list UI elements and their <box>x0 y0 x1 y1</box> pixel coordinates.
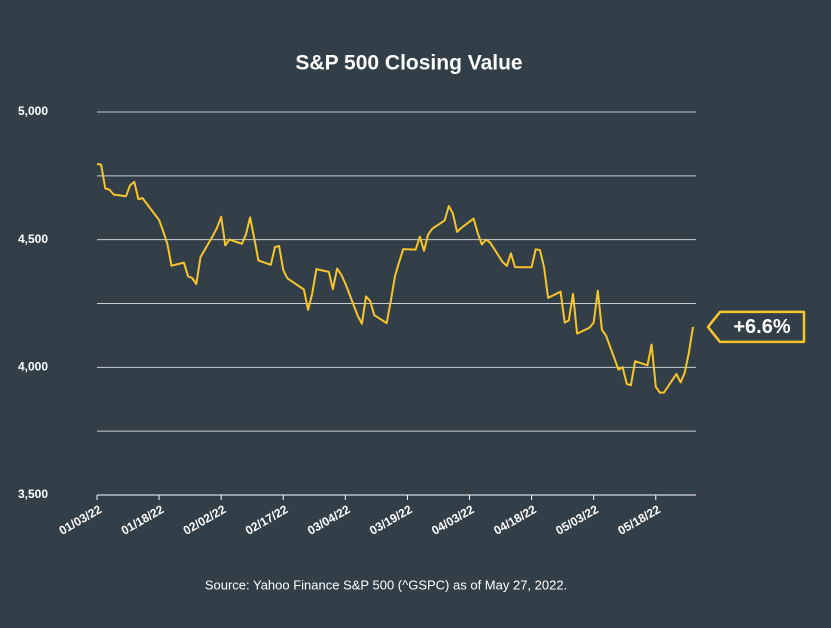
source-note: Source: Yahoo Finance S&P 500 (^GSPC) as… <box>205 577 567 592</box>
annotation-badge <box>706 310 806 344</box>
price-line <box>96 162 694 394</box>
y-tick-label: 4,500 <box>18 232 48 246</box>
annotation-text: +6.6% <box>733 316 790 338</box>
y-tick-label: 3,500 <box>18 487 48 501</box>
y-tick-label: 5,000 <box>18 104 48 118</box>
chart-title: S&P 500 Closing Value <box>295 52 522 75</box>
y-tick-label: 4,000 <box>18 360 48 374</box>
